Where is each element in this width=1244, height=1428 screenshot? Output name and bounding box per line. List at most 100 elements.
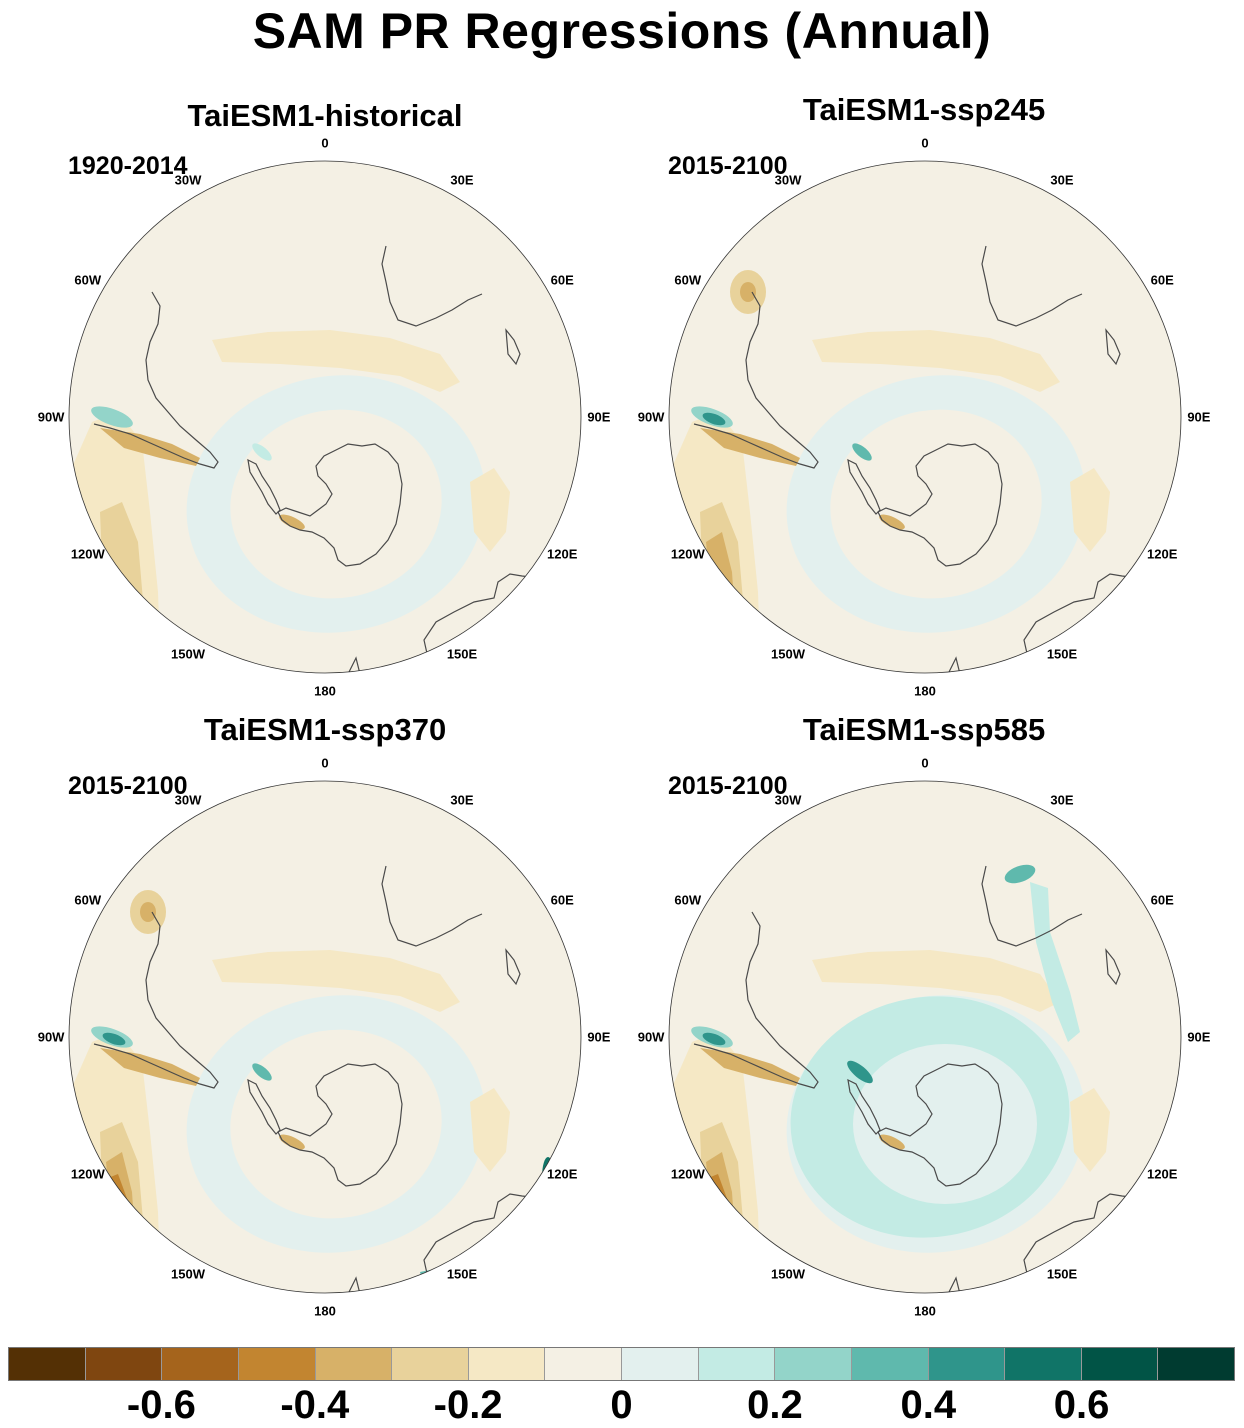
drake-dry-streak <box>100 428 200 466</box>
longitude-label: 150W <box>771 646 805 662</box>
longitude-label: 150W <box>771 1266 805 1282</box>
longitude-label: 30W <box>774 792 802 808</box>
atlantic-dry-arc <box>212 330 460 392</box>
drake-dry-streak <box>700 428 800 466</box>
panel-period: 1920-2014 <box>68 152 188 180</box>
peninsula-wet-streak <box>252 1063 272 1081</box>
longitude-label: 150E <box>446 1266 478 1282</box>
madagascar-coast <box>505 328 521 366</box>
africa-coast <box>981 865 1083 947</box>
pacific-wet-core-west <box>160 1292 210 1293</box>
panel-period: 2015-2100 <box>668 152 788 180</box>
panel-ssp585: TaiESM1-ssp585 2015-2100 0 30E 60E 90E 120E 1… <box>600 712 1222 1342</box>
panel-historical: TaiESM1-historical 1920-2014 0 30E 60E 90E 1… <box>0 92 622 722</box>
precip-field <box>69 161 581 673</box>
precip-field <box>669 161 1181 673</box>
longitude-label: 120E <box>1147 546 1178 562</box>
madagascar-coast <box>1105 948 1121 986</box>
precip-field <box>669 781 1181 1293</box>
longitude-label: 90E <box>587 1029 611 1045</box>
longitude-label: 90E <box>1187 1029 1211 1045</box>
peninsula-coast <box>247 1078 281 1135</box>
annulus-inner <box>830 409 1042 599</box>
longitude-label: 120W <box>70 546 105 562</box>
indian-dry-streak <box>470 1088 510 1172</box>
atlantic-wet-spot <box>91 406 133 428</box>
colorbar-tick-label: 0.4 <box>900 1383 957 1427</box>
longitude-label: 180 <box>914 1303 936 1319</box>
atlantic-wet-core <box>102 1032 126 1046</box>
longitude-label: 60W <box>674 272 702 288</box>
colorbar-swatch <box>698 1348 776 1380</box>
map-boundary <box>68 160 582 674</box>
peninsula-dry-spot <box>879 1134 905 1150</box>
main-title: SAM PR Regressions (Annual) <box>252 3 992 59</box>
colorbar-tick-label: -0.6 <box>126 1383 196 1427</box>
longitude-label: 60E <box>550 272 574 288</box>
atlantic-dry-center <box>740 282 756 302</box>
africa-coast <box>381 865 483 947</box>
peninsula-wet-streak <box>847 1060 873 1084</box>
annulus-inner <box>230 1029 442 1219</box>
longitude-label: 180 <box>314 1303 336 1319</box>
pacific-dry-strongest <box>108 1206 138 1293</box>
colorbar-swatch <box>545 1348 622 1380</box>
peninsula-coast <box>247 458 281 515</box>
longitude-label: 150E <box>1046 646 1078 662</box>
antarctic-interior <box>853 1044 1037 1204</box>
antarctica-coast <box>277 443 403 567</box>
colorbar-tick-label: 0 <box>610 1383 633 1427</box>
longitude-label: 120W <box>670 1166 705 1182</box>
atlantic-dry-arc <box>812 330 1060 392</box>
longitude-label: 180 <box>314 683 336 699</box>
colorbar-swatch <box>315 1348 393 1380</box>
peninsula-wet-streak <box>252 443 272 461</box>
panel-period: 2015-2100 <box>68 772 188 800</box>
longitude-label: 30W <box>774 172 802 188</box>
antarctica-coast <box>877 1063 1003 1187</box>
longitude-label: 0 <box>321 755 329 771</box>
longitude-label: 180 <box>914 683 936 699</box>
longitude-label: 90E <box>587 409 611 425</box>
atlantic-wet-core <box>702 1032 726 1046</box>
africa-coast <box>981 245 1083 327</box>
longitude-label: 150E <box>446 646 478 662</box>
longitude-label: 150W <box>171 646 205 662</box>
south-america-coast <box>93 911 219 1089</box>
antarctica-coast <box>877 443 1003 567</box>
peninsula-wet-streak <box>852 443 872 461</box>
panel-title: TaiESM1-historical <box>187 98 463 133</box>
cape-wet-spot <box>1004 864 1036 884</box>
africa-coast <box>381 245 483 327</box>
longitude-label: 30E <box>450 792 474 808</box>
map-boundary <box>68 780 582 1294</box>
polar-map <box>68 780 582 1294</box>
panel-title: TaiESM1-ssp245 <box>802 92 1046 127</box>
longitude-label: 0 <box>321 135 329 151</box>
map-boundary <box>668 160 1182 674</box>
longitude-label: 120W <box>670 546 705 562</box>
drake-dry-streak <box>700 1048 800 1086</box>
polar-map <box>68 160 582 674</box>
atlantic-dry-arc <box>812 950 1060 1012</box>
pacific-wet-core-west <box>760 1292 810 1293</box>
precip-field <box>69 781 581 1293</box>
colorbar-swatch <box>622 1348 699 1380</box>
polar-map <box>668 780 1182 1294</box>
longitude-label: 0 <box>921 135 929 151</box>
colorbar-swatch <box>9 1348 86 1380</box>
longitude-label: 120W <box>70 1166 105 1182</box>
south-america-coast <box>693 291 819 469</box>
peninsula-dry-spot <box>279 1134 305 1150</box>
longitude-label: 0 <box>921 755 929 771</box>
longitude-label: 150E <box>1046 1266 1078 1282</box>
polar-map <box>668 160 1182 674</box>
drake-dry-streak <box>100 1048 200 1086</box>
longitude-label: 90W <box>637 409 665 425</box>
longitude-label: 30E <box>450 172 474 188</box>
colorbar-swatch <box>85 1348 163 1380</box>
colorbar-swatch <box>775 1348 852 1380</box>
panel-title: TaiESM1-ssp370 <box>203 712 447 747</box>
longitude-label: 120E <box>547 1166 578 1182</box>
longitude-label: 90W <box>37 409 65 425</box>
